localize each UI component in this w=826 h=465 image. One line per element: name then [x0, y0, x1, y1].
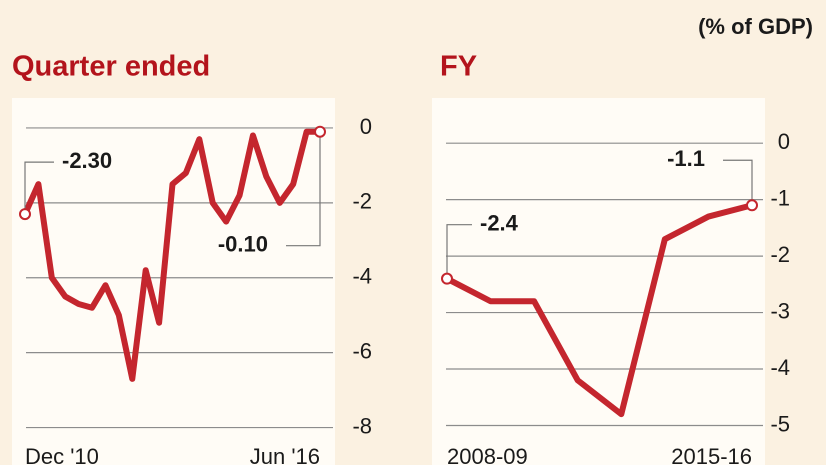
plot-area: [432, 98, 765, 465]
y-tick-label: -2: [352, 189, 372, 214]
data-line: [445, 202, 753, 418]
panel-title: FY: [440, 51, 477, 83]
plot-area: [12, 98, 335, 465]
y-tick-label: -4: [770, 355, 790, 380]
y-tick-label: -1: [770, 185, 790, 210]
y-tick-label: -6: [352, 338, 372, 363]
x-tick-label: Dec '10: [25, 444, 99, 465]
end-marker: [746, 199, 758, 212]
y-tick-label: -4: [352, 264, 372, 289]
data-label: -0.10: [218, 232, 268, 257]
data-label: -1.1: [667, 146, 705, 171]
x-tick-label: Jun '16: [250, 444, 320, 465]
data-label: -2.4: [480, 210, 519, 235]
y-tick-label: -2: [770, 242, 790, 267]
y-tick-label: -3: [770, 298, 790, 323]
leader-line: [446, 224, 472, 279]
unit-note: (% of GDP): [698, 14, 813, 39]
panel-title: Quarter ended: [12, 51, 210, 83]
end-marker: [19, 208, 31, 221]
data-label: -2.30: [62, 148, 112, 173]
y-tick-label: -5: [770, 411, 790, 436]
x-tick-label: 2015-16: [671, 444, 752, 465]
end-marker: [441, 272, 453, 285]
y-tick-label: 0: [778, 129, 790, 154]
x-tick-label: 2008-09: [447, 444, 528, 465]
y-tick-label: 0: [360, 114, 372, 139]
y-tick-label: -8: [352, 413, 372, 438]
end-marker: [314, 125, 326, 138]
leader-line: [286, 131, 321, 247]
leader-line: [723, 159, 753, 206]
leader-line: [24, 161, 54, 215]
data-line: [22, 128, 320, 382]
